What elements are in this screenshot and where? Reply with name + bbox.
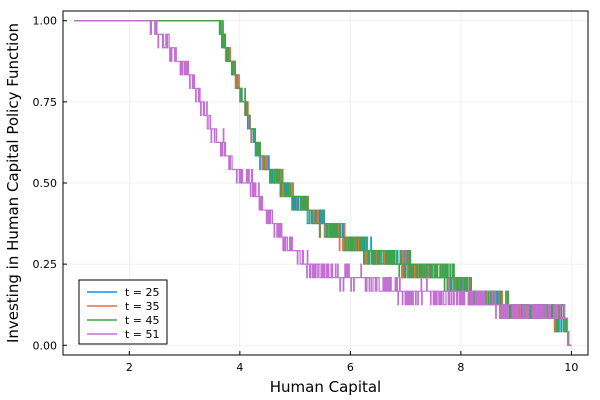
x-tick-label: 2	[126, 361, 133, 374]
y-tick-label: 0.00	[33, 339, 58, 352]
y-tick-label: 0.25	[33, 258, 58, 271]
x-tick-label: 4	[236, 361, 243, 374]
legend-label: t = 51	[125, 328, 160, 341]
legend-label: t = 35	[125, 300, 160, 313]
legend-label: t = 25	[125, 286, 160, 299]
y-tick-label: 1.00	[33, 15, 58, 28]
series-line	[74, 20, 572, 346]
x-tick-label: 6	[347, 361, 354, 374]
y-tick-label: 0.50	[33, 177, 58, 190]
x-tick-label: 8	[457, 361, 464, 374]
y-tick-label: 0.75	[33, 96, 58, 109]
legend: t = 25t = 35t = 45t = 51	[78, 279, 168, 345]
tick-labels: 2 4 6 8 10 0.00 0.25 0.50 0.75 1.00	[33, 15, 579, 374]
grid	[63, 11, 588, 355]
legend-label: t = 45	[125, 314, 160, 327]
series-line	[74, 20, 572, 346]
x-tick-label: 10	[564, 361, 578, 374]
series-lines	[74, 20, 572, 346]
y-axis-title: Investing in Human Capital Policy Functi…	[4, 23, 22, 343]
x-axis-title: Human Capital	[270, 378, 381, 396]
